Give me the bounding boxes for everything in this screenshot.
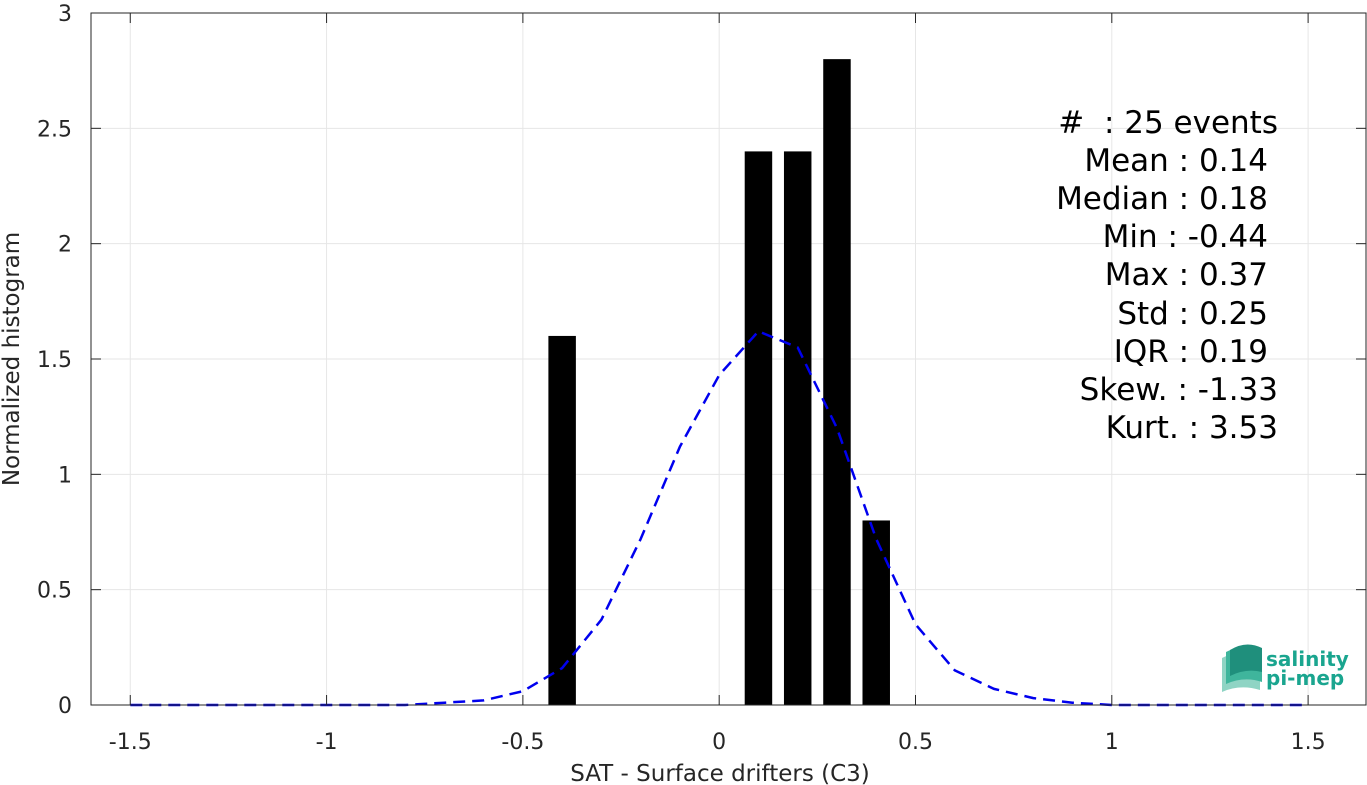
y-tick-label: 3	[58, 2, 72, 27]
histogram-bar	[783, 151, 812, 705]
histogram-bar	[744, 151, 773, 705]
x-axis-label: SAT - Surface drifters (C3)	[570, 761, 870, 785]
x-tick-label: -1	[316, 730, 338, 755]
histogram-bar	[548, 335, 576, 705]
x-tick-label: 1.5	[1291, 730, 1326, 755]
histogram-bar	[862, 520, 890, 705]
stat-iqr: IQR : 0.19	[1114, 334, 1268, 370]
logo-line-1: salinity	[1266, 647, 1349, 671]
stat-skew: Skew. : -1.33	[1080, 372, 1278, 408]
stat-count: # : 25 events	[1058, 105, 1278, 141]
stat-median: Median : 0.18	[1056, 181, 1268, 217]
y-tick-labels: 0 0.5 1 1.5 2 2.5 3	[37, 2, 72, 719]
stat-max: Max : 0.37	[1105, 257, 1268, 293]
stats-box: # : 25 events Mean : 0.14 Median : 0.18 …	[1056, 105, 1278, 446]
y-tick-label: 1	[58, 463, 72, 488]
x-tick-label: 1	[1105, 730, 1119, 755]
y-tick-label: 1.5	[37, 348, 72, 373]
x-tick-labels: -1.5 -1 -0.5 0 0.5 1 1.5	[109, 730, 1326, 755]
stat-std: Std : 0.25	[1117, 296, 1268, 332]
y-tick-label: 0	[58, 694, 72, 719]
x-tick-label: 0	[712, 730, 726, 755]
y-tick-label: 2	[58, 233, 72, 258]
stat-mean: Mean : 0.14	[1084, 143, 1268, 179]
y-tick-label: 2.5	[37, 117, 72, 142]
x-tick-label: -0.5	[501, 730, 544, 755]
x-tick-label: -1.5	[109, 730, 152, 755]
logo-wave-icon	[1222, 644, 1262, 692]
salinity-pimep-logo: salinity pi-mep	[1222, 644, 1349, 692]
y-tick-label: 0.5	[37, 579, 72, 604]
histogram-bar	[823, 59, 851, 705]
logo-line-2: pi-mep	[1266, 666, 1344, 690]
x-tick-label: 0.5	[898, 730, 933, 755]
axes	[90, 12, 1367, 706]
stat-kurt: Kurt. : 3.53	[1106, 410, 1278, 446]
y-axis-label: Normalized histogram	[0, 232, 25, 486]
stat-min: Min : -0.44	[1103, 219, 1268, 255]
histogram-bars	[548, 59, 890, 705]
